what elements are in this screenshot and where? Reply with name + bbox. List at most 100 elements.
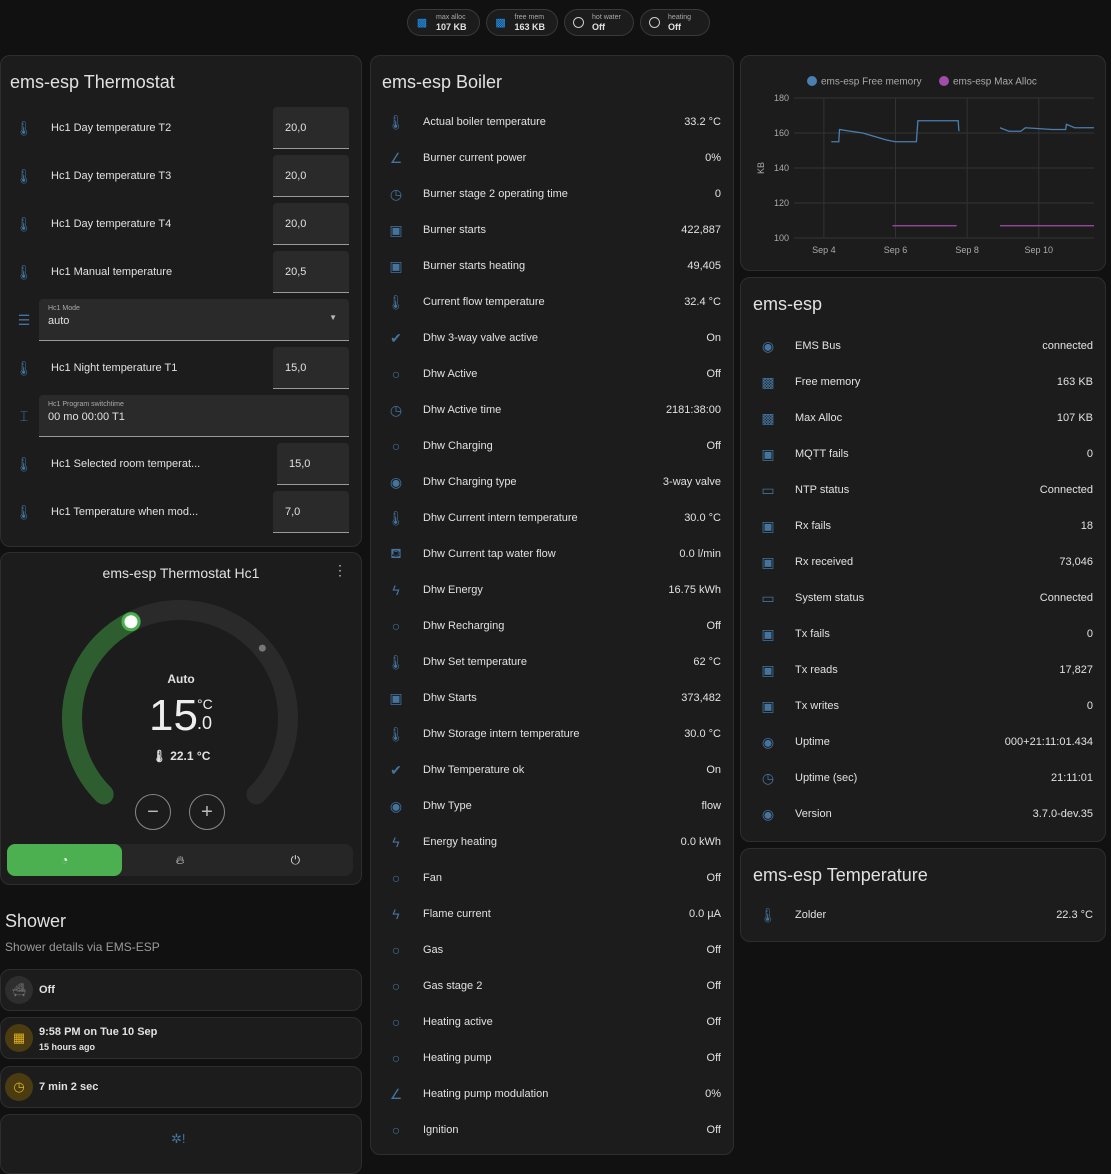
entity-row[interactable]: ○ Gas Off xyxy=(371,932,733,968)
shower-subtitle: Shower details via EMS-ESP xyxy=(5,940,160,954)
entity-row[interactable]: ○ Heating pump Off xyxy=(371,1040,733,1076)
legend-label[interactable]: ems-esp Max Alloc xyxy=(953,77,1037,88)
card-title: ems-esp Boiler xyxy=(382,72,503,92)
more-options-button[interactable]: ⋮ xyxy=(333,562,347,578)
entity-row[interactable]: ϟ Dhw Energy 16.75 kWh xyxy=(371,572,733,608)
number-input[interactable]: 20,0 xyxy=(273,203,349,245)
entity-row[interactable]: ◉ Dhw Type flow xyxy=(371,788,733,824)
badge-hot-water[interactable]: hot water Off xyxy=(564,9,635,36)
entity-row[interactable]: ◉ EMS Bus connected xyxy=(741,328,1105,364)
legend-label[interactable]: ems-esp Free memory xyxy=(821,77,922,88)
target-handle[interactable] xyxy=(121,612,141,632)
entity-row[interactable]: ϟ Energy heating 0.0 kWh xyxy=(371,824,733,860)
entity-row[interactable]: ▣ Tx writes 0 xyxy=(741,688,1105,724)
flash-icon: ϟ xyxy=(392,834,400,850)
clock-icon: ◷ xyxy=(389,185,403,202)
entity-row[interactable]: ○ Dhw Charging Off xyxy=(371,428,733,464)
entity-row[interactable]: ▣ Burner starts heating 49,405 xyxy=(371,248,733,284)
number-input[interactable]: 20,0 xyxy=(273,155,349,197)
number-input[interactable]: 20,0 xyxy=(273,107,349,149)
circle-icon: ○ xyxy=(391,618,401,634)
text-input[interactable]: Hc1 Program switchtime 00 mo 00:00 T1 xyxy=(39,395,349,437)
text-box-icon: ⌶ xyxy=(19,407,29,424)
entity-row[interactable]: ◷ Burner stage 2 operating time 0 xyxy=(371,176,733,212)
thermometer-icon: 🌡︎ xyxy=(387,653,405,670)
mode-auto-button[interactable]: ◔ xyxy=(7,844,123,876)
badge-heating[interactable]: heating Off xyxy=(640,9,711,36)
entity-row[interactable]: ✔ Dhw 3-way valve active On xyxy=(371,320,733,356)
circle-icon: ○ xyxy=(391,1050,401,1066)
entity-row[interactable]: ○ Heating active Off xyxy=(371,1004,733,1040)
check-circle-icon: ✔ xyxy=(390,761,402,778)
climate-card: ems-esp Thermostat Hc1 ⋮ Auto 15 °C .0 🌡… xyxy=(0,552,362,885)
entity-row[interactable]: 🌡︎ Actual boiler temperature 33.2 °C xyxy=(387,113,721,130)
entity-row[interactable]: ∠ Burner current power 0% xyxy=(371,140,733,176)
entity-row[interactable]: ▣ Tx reads 17,827 xyxy=(741,652,1105,688)
entity-row: 🌡︎ Hc1 Day temperature T2 20,0 xyxy=(1,106,361,150)
number-input[interactable]: 7,0 xyxy=(273,491,349,533)
shower-extra-tile[interactable]: ✲! xyxy=(0,1114,362,1174)
entity-row[interactable]: ◷ Dhw Active time 2181:38:00 xyxy=(371,392,733,428)
entity-row[interactable]: ◉ Uptime 000+21:11:01.434 xyxy=(741,724,1105,760)
entity-row[interactable]: ○ Fan Off xyxy=(371,860,733,896)
entity-row[interactable]: ∠ Heating pump modulation 0% xyxy=(371,1076,733,1112)
entity-row[interactable]: ○ Ignition Off xyxy=(371,1112,733,1148)
entity-row[interactable]: ○ Dhw Recharging Off xyxy=(371,608,733,644)
decrease-temperature-button[interactable]: − xyxy=(135,794,171,830)
entity-row[interactable]: 🌡︎ Dhw Set temperature 62 °C xyxy=(387,653,721,670)
shower-duration-tile[interactable]: ◷ 7 min 2 sec xyxy=(0,1066,362,1108)
entity-row[interactable]: ◉ Dhw Charging type 3-way valve xyxy=(371,464,733,500)
thermometer-icon: 🌡︎ xyxy=(387,113,405,130)
badge-max-alloc[interactable]: ▩ max alloc 107 KB xyxy=(407,9,480,36)
thermometer-icon: 🌡︎ xyxy=(387,725,405,742)
entity-row[interactable]: ▣ Rx received 73,046 xyxy=(741,544,1105,580)
number-input[interactable]: 15,0 xyxy=(273,347,349,389)
entity-row[interactable]: ▣ Dhw Starts 373,482 xyxy=(371,680,733,716)
entity-row[interactable]: ▩ Free memory 163 KB xyxy=(741,364,1105,400)
last-shower-tile[interactable]: ▦ 9:58 PM on Tue 10 Sep 15 hours ago xyxy=(0,1017,362,1059)
entity-row[interactable]: ◉ Version 3.7.0-dev.35 xyxy=(741,796,1105,832)
entity-row[interactable]: ▩ Max Alloc 107 KB xyxy=(741,400,1105,436)
hvac-mode-label: Auto xyxy=(167,672,195,686)
temperature-dial[interactable] xyxy=(1,593,363,853)
water-thermometer-icon: 🌡︎ xyxy=(15,359,33,376)
angle-icon: ∠ xyxy=(389,149,403,166)
entity-row[interactable]: ▣ Tx fails 0 xyxy=(741,616,1105,652)
memory-history-chart[interactable]: 100 120 140 160 180 Sep 4 Sep 6 Sep 8 Sep 10 KB em… xyxy=(741,56,1107,272)
entity-row[interactable]: ○ Gas stage 2 Off xyxy=(371,968,733,1004)
entity-row[interactable]: ▣ Burner starts 422,887 xyxy=(371,212,733,248)
mode-off-button[interactable]: ⏻ xyxy=(238,844,353,876)
x-tick-label: Sep 6 xyxy=(884,245,908,255)
entity-row[interactable]: ▭ NTP status Connected xyxy=(741,472,1105,508)
eye-icon: ◉ xyxy=(389,473,403,490)
increase-temperature-button[interactable]: + xyxy=(189,794,225,830)
entity-row[interactable]: ⛾ Dhw Current tap water flow 0.0 l/min xyxy=(371,536,733,572)
legend-swatch[interactable] xyxy=(939,76,949,86)
entity-row[interactable]: ◷ Uptime (sec) 21:11:01 xyxy=(741,760,1105,796)
entity-row[interactable]: 🌡︎ Current flow temperature 32.4 °C xyxy=(387,293,721,310)
legend-swatch[interactable] xyxy=(807,76,817,86)
entity-row[interactable]: ▭ System status Connected xyxy=(741,580,1105,616)
entity-row[interactable]: 🌡︎ Dhw Current intern temperature 30.0 °C xyxy=(387,509,721,526)
y-tick-label: 140 xyxy=(774,163,789,173)
number-input[interactable]: 20,5 xyxy=(273,251,349,293)
y-tick-label: 120 xyxy=(774,198,789,208)
clock-icon: ◷ xyxy=(761,769,775,786)
circle-icon: ○ xyxy=(391,1122,401,1138)
badge-free-mem[interactable]: ▩ free mem 163 KB xyxy=(485,9,559,36)
current-temperature-marker xyxy=(258,644,266,652)
mode-heat-button[interactable]: 🔥︎ xyxy=(122,844,237,876)
counter-icon: ▣ xyxy=(761,625,775,642)
entity-row[interactable]: ▣ MQTT fails 0 xyxy=(741,436,1105,472)
shower-status-tile[interactable]: 🛁︎ Off xyxy=(0,969,362,1011)
entity-row: 🌡︎ Hc1 Temperature when mod... 7,0 xyxy=(1,490,361,534)
entity-row[interactable]: ○ Dhw Active Off xyxy=(371,356,733,392)
entity-row[interactable]: ▣ Rx fails 18 xyxy=(741,508,1105,544)
mode-select[interactable]: Hc1 Mode auto ▼ xyxy=(39,299,349,341)
entity-row[interactable]: 🌡︎ Zolder 22.3 °C xyxy=(759,906,1093,923)
entity-row[interactable]: ϟ Flame current 0.0 µA xyxy=(371,896,733,932)
number-input[interactable]: 15,0 xyxy=(277,443,349,485)
entity-row[interactable]: 🌡︎ Dhw Storage intern temperature 30.0 °C xyxy=(387,725,721,742)
circle-outline-icon xyxy=(573,17,585,28)
entity-row[interactable]: ✔ Dhw Temperature ok On xyxy=(371,752,733,788)
